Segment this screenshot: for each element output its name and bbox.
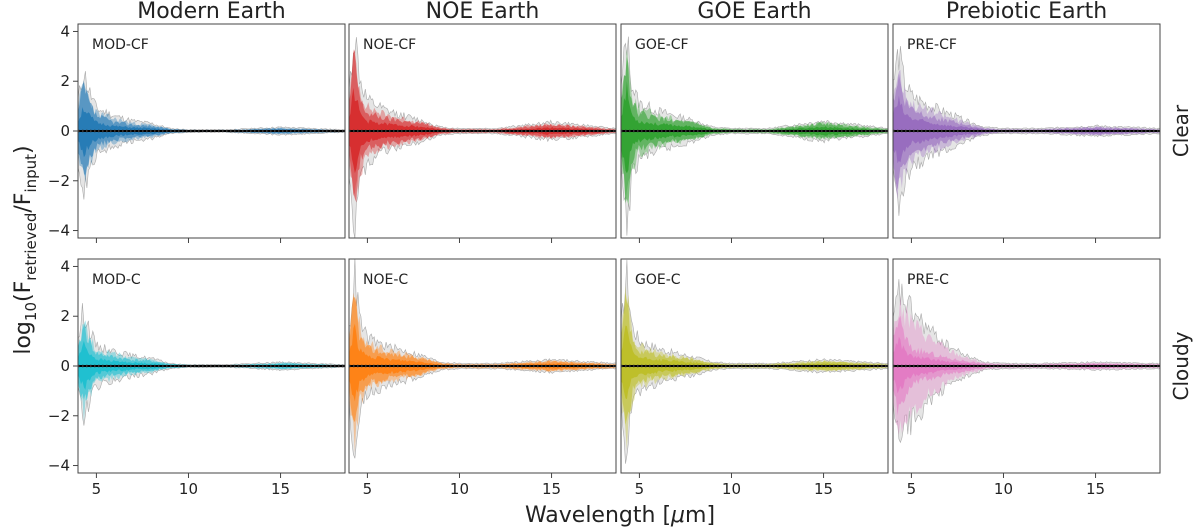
x-tick-label: 15 xyxy=(1086,480,1105,498)
panel-frame xyxy=(348,23,617,239)
panel-label: PRE-C xyxy=(907,272,949,288)
panel-noe-cf: NOE-CF xyxy=(348,23,617,243)
y-tick-label: −2 xyxy=(48,172,70,190)
panel-goe-c: GOE-C 5 10 15 xyxy=(620,258,889,498)
y-tick-label: 4 xyxy=(60,257,70,275)
column-title-2: GOE Earth xyxy=(697,0,811,24)
x-tick-label: 15 xyxy=(814,480,833,498)
panel-frame xyxy=(620,23,889,239)
panel-frame xyxy=(892,23,1161,239)
band-inner xyxy=(621,325,888,400)
panel-pre-c: PRE-C 5 10 15 xyxy=(892,258,1161,498)
panel-mod-c: MOD-C −4 −2 0 2 4 5 10 15 xyxy=(48,257,346,498)
y-tick-label: 0 xyxy=(60,122,70,140)
band-inner xyxy=(621,81,888,174)
panel-label: NOE-CF xyxy=(363,37,416,53)
y-tick-label: 2 xyxy=(60,307,70,325)
panel-label: MOD-C xyxy=(92,272,141,288)
band-outer xyxy=(621,285,888,451)
panel-frame xyxy=(348,258,617,474)
x-tick-label: 15 xyxy=(271,480,290,498)
band-inner xyxy=(349,323,616,402)
x-tick-label: 5 xyxy=(907,480,917,498)
panels: MOD-CF −4 −2 0 2 4 NOE-CF GOE-CF PRE-CF MOD-C −4 −2… xyxy=(48,22,1161,498)
x-tick-label: 10 xyxy=(722,480,741,498)
panel-goe-cf: GOE-CF xyxy=(620,23,889,243)
panel-frame xyxy=(892,258,1161,474)
row-label-0: Clear xyxy=(1169,104,1193,157)
y-tick-label: −4 xyxy=(48,222,70,240)
band-inner xyxy=(893,95,1160,164)
x-axis-label: Wavelength [μm] xyxy=(525,503,715,528)
y-tick-label: −4 xyxy=(48,457,70,475)
row-label-1: Cloudy xyxy=(1169,331,1193,400)
x-tick-label: 5 xyxy=(92,480,102,498)
panel-pre-cf: PRE-CF xyxy=(892,23,1161,243)
panel-label: GOE-CF xyxy=(635,37,689,53)
panel-label: PRE-CF xyxy=(907,37,957,53)
panel-label: MOD-CF xyxy=(92,37,149,53)
x-tick-label: 15 xyxy=(542,480,561,498)
column-title-3: Prebiotic Earth xyxy=(946,0,1107,24)
x-tick-label: 10 xyxy=(994,480,1013,498)
panel-label: NOE-C xyxy=(363,272,408,288)
y-axis-label: log10(Fretrieved/Finput) xyxy=(11,145,40,354)
x-tick-label: 5 xyxy=(635,480,645,498)
y-tick-label: −2 xyxy=(48,407,70,425)
x-tick-label: 10 xyxy=(450,480,469,498)
column-titles: Modern Earth NOE Earth GOE Earth Prebiotic … xyxy=(137,0,1107,24)
band-mid xyxy=(349,297,616,423)
x-tick-label: 5 xyxy=(363,480,373,498)
column-title-0: Modern Earth xyxy=(137,0,286,24)
panel-label: GOE-C xyxy=(635,272,681,288)
row-labels: Clear Cloudy xyxy=(1169,104,1193,400)
panel-frame xyxy=(620,258,889,474)
y-tick-label: 0 xyxy=(60,357,70,375)
y-tick-label: 4 xyxy=(60,22,70,40)
panel-noe-c: NOE-C 5 10 15 xyxy=(348,258,617,498)
y-tick-label: 2 xyxy=(60,72,70,90)
column-title-1: NOE Earth xyxy=(426,0,540,24)
band-outer xyxy=(349,49,616,197)
x-tick-label: 10 xyxy=(179,480,198,498)
band-mid xyxy=(621,292,888,425)
panel-mod-cf: MOD-CF −4 −2 0 2 4 xyxy=(48,22,346,243)
